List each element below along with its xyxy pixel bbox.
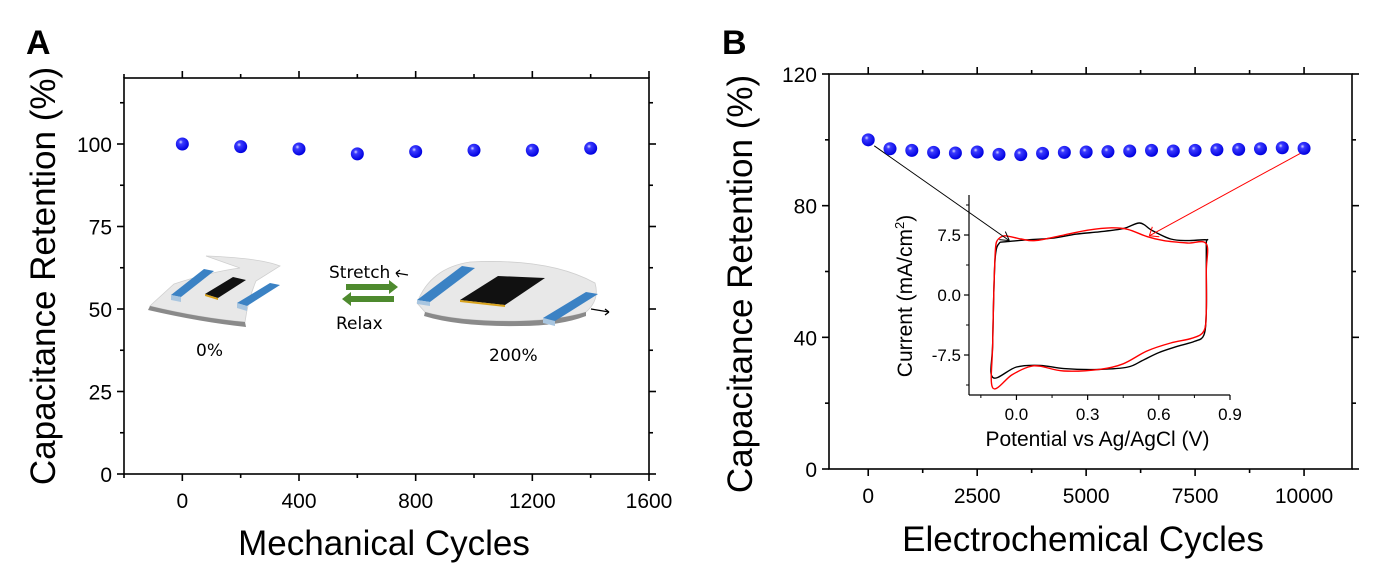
data-point [948,146,962,160]
panel-a: A 0 400 800 1200 1600 0 25 50 75 100 0% Stretch R… [24,24,672,563]
a-x-tick-label: 400 [281,490,316,513]
data-point [584,141,598,155]
inset-x-tick-label: 0.0 [1005,405,1029,424]
data-point [1188,143,1202,157]
callout-arrow-final [1149,151,1303,237]
a-x-tick-label: 0 [176,490,188,513]
a-x-tick-label: 1600 [626,490,673,513]
data-point [467,143,481,157]
inset-x-axis-title: Potential vs Ag/AgCl (V) [985,428,1209,451]
strain-200-label: 200% [489,346,538,366]
b-y-tick-label: 0 [805,459,817,482]
data-point [175,137,189,151]
b-x-tick-label: 10000 [1275,485,1333,508]
b-x-tick-label: 7500 [1172,485,1219,508]
data-point [1014,148,1028,162]
inset-x-tick-label: 0.6 [1147,405,1171,424]
data-point [1297,141,1311,155]
stretch-schematic: 0% Stretch Relax [148,255,610,366]
pull-left-arrow-icon [395,269,409,278]
inset-y-tick-label: -7.5 [932,346,961,365]
b-x-tick-label: 5000 [1063,485,1110,508]
data-point [992,147,1006,161]
panel-label-a: A [26,24,51,62]
b-y-tick-label: 40 [794,327,817,350]
x-axis-title-b: Electrochemical Cycles [902,520,1264,559]
callout-arrow-initial [873,145,1010,242]
data-point [1123,144,1137,158]
a-y-tick-label: 50 [89,299,112,322]
data-points-a [175,137,598,161]
relax-arrow-icon [342,292,394,306]
a-y-tick-label: 25 [89,382,112,405]
y-axis-title-b: Capacitance Retention (%) [721,75,760,493]
data-point [1210,143,1224,157]
data-point [1275,141,1289,155]
data-point [1079,145,1093,159]
callout-arrowhead-initial-icon [999,231,1010,242]
x-axis-title-a: Mechanical Cycles [238,524,530,563]
data-point [1253,142,1267,156]
data-point [970,145,984,159]
pull-right-arrow-icon [590,308,610,316]
callout-arrowhead-final-icon [1148,226,1160,238]
cv-curve [990,222,1209,379]
a-x-tick-label: 1200 [509,490,556,513]
panel-label-b: B [722,24,747,62]
inset-x-tick-label: 0.9 [1218,405,1242,424]
data-point [861,133,875,147]
y-axis-title-a: Capacitance Retention (%) [24,67,63,485]
cv-curve [990,227,1209,390]
data-point [1166,144,1180,158]
b-y-tick-label: 80 [794,196,817,219]
stretch-arrow-icon [346,280,398,294]
plot-frame-a [123,77,650,475]
device-stretched [416,261,598,327]
inset-y-tick-label: 0.0 [937,286,961,305]
b-y-tick-label: 120 [782,64,817,87]
data-points-b [861,133,1311,162]
data-point [292,142,306,156]
data-point [234,140,248,154]
device-relaxed [148,255,281,327]
data-point [905,143,919,157]
data-point [409,145,423,159]
inset-x-tick-label: 0.3 [1076,405,1100,424]
inset-y-axis-title: Current (mA/cm2) [892,215,917,377]
b-x-tick-label: 0 [862,485,874,508]
data-point [927,145,941,159]
axes-a: 0 400 800 1200 1600 0 25 50 75 100 [77,71,672,513]
a-x-tick-label: 800 [398,490,433,513]
data-point [1232,142,1246,156]
a-y-tick-label: 75 [89,217,112,240]
data-point [350,147,364,161]
data-point [1101,145,1115,159]
strain-0-label: 0% [196,341,223,361]
b-x-tick-label: 2500 [954,485,1001,508]
axes-b: 0 2500 5000 7500 10000 0 40 80 120 [782,64,1359,508]
data-point [1145,143,1159,157]
stretch-label: Stretch [329,263,390,283]
inset-cv-plot: 0.0 0.3 0.6 0.9 -7.5 0.0 7.5 Potential vs Ag/Ag… [873,145,1303,451]
a-y-tick-label: 0 [100,464,112,487]
inset-y-tick-label: 7.5 [937,226,961,245]
data-point [1057,145,1071,159]
data-point [883,142,897,156]
relax-label: Relax [336,314,383,334]
data-point [1036,146,1050,160]
a-y-tick-label: 100 [77,134,112,157]
data-point [525,143,539,157]
